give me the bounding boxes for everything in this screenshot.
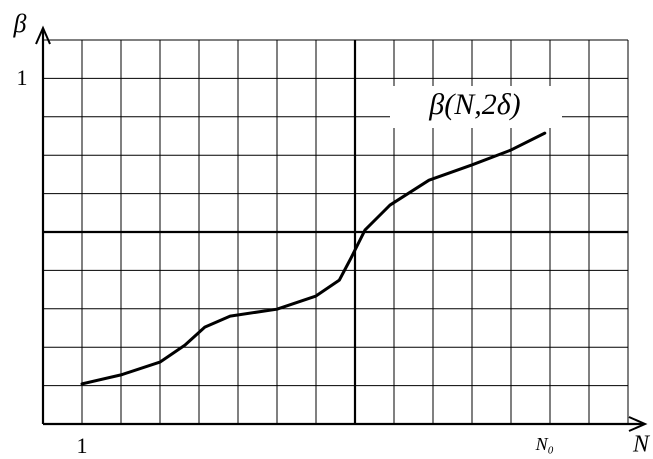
- x-tick-label: 1: [76, 433, 87, 458]
- x-arrow: [628, 416, 648, 432]
- x-axis-label: N: [632, 432, 651, 458]
- curve: [80, 131, 547, 386]
- y-axis-label: β: [13, 9, 27, 38]
- y-tick-label: 1: [17, 65, 28, 90]
- y-arrow: [35, 25, 51, 45]
- curve-label: β(N,2δ): [428, 88, 520, 121]
- x-tick-label: N₀: [535, 434, 554, 454]
- annotation-bg: [390, 86, 562, 128]
